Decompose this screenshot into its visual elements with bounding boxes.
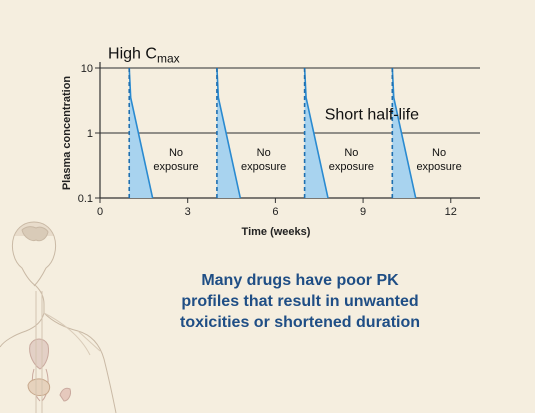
- x-tick-label: 9: [360, 206, 366, 218]
- annotation-1: High Cmax: [108, 46, 180, 66]
- x-tick-label: 0: [97, 206, 103, 218]
- chart-axes: [95, 62, 480, 203]
- annotation-subscript: max: [157, 52, 180, 66]
- gap-label-line2: exposure: [241, 161, 286, 173]
- gap-label-line2: exposure: [329, 161, 374, 173]
- chart-series: [128, 67, 417, 199]
- gap-label-line1: No: [344, 147, 358, 159]
- caption-line-3: toxicities or shortened duration: [179, 314, 421, 331]
- y-tick-label: 0.1: [78, 193, 93, 205]
- gap-label-line1: No: [432, 147, 446, 159]
- caption-line-1: Many drugs have poor PK: [201, 272, 399, 289]
- dose-area-3: [304, 68, 328, 198]
- y-tick-label: 1: [87, 128, 93, 140]
- x-tick-label: 12: [445, 206, 457, 218]
- gap-label-line1: No: [169, 147, 183, 159]
- y-tick-label: 10: [81, 63, 93, 75]
- dose-area-2: [216, 68, 241, 198]
- gap-label-line2: exposure: [416, 161, 461, 173]
- dose-area-1: [129, 68, 153, 198]
- x-axis-label: Time (weeks): [242, 226, 311, 238]
- x-tick-label: 6: [272, 206, 278, 218]
- human-body-illustration: [0, 221, 117, 413]
- annotation-2: Short half-life: [325, 107, 419, 124]
- caption-line-2: profiles that result in unwanted: [181, 293, 419, 310]
- x-tick-label: 3: [185, 206, 191, 218]
- chart-labels: 0.1 1 10 0 3 6 9 12 Time (weeks) Plasma concentra…: [61, 46, 462, 238]
- dose-area-4: [392, 68, 416, 198]
- y-axis-label: Plasma concentration: [61, 76, 73, 191]
- gap-label-line1: No: [257, 147, 271, 159]
- summary-caption: Many drugs have poor PK profiles that re…: [140, 270, 460, 333]
- gap-label-line2: exposure: [153, 161, 198, 173]
